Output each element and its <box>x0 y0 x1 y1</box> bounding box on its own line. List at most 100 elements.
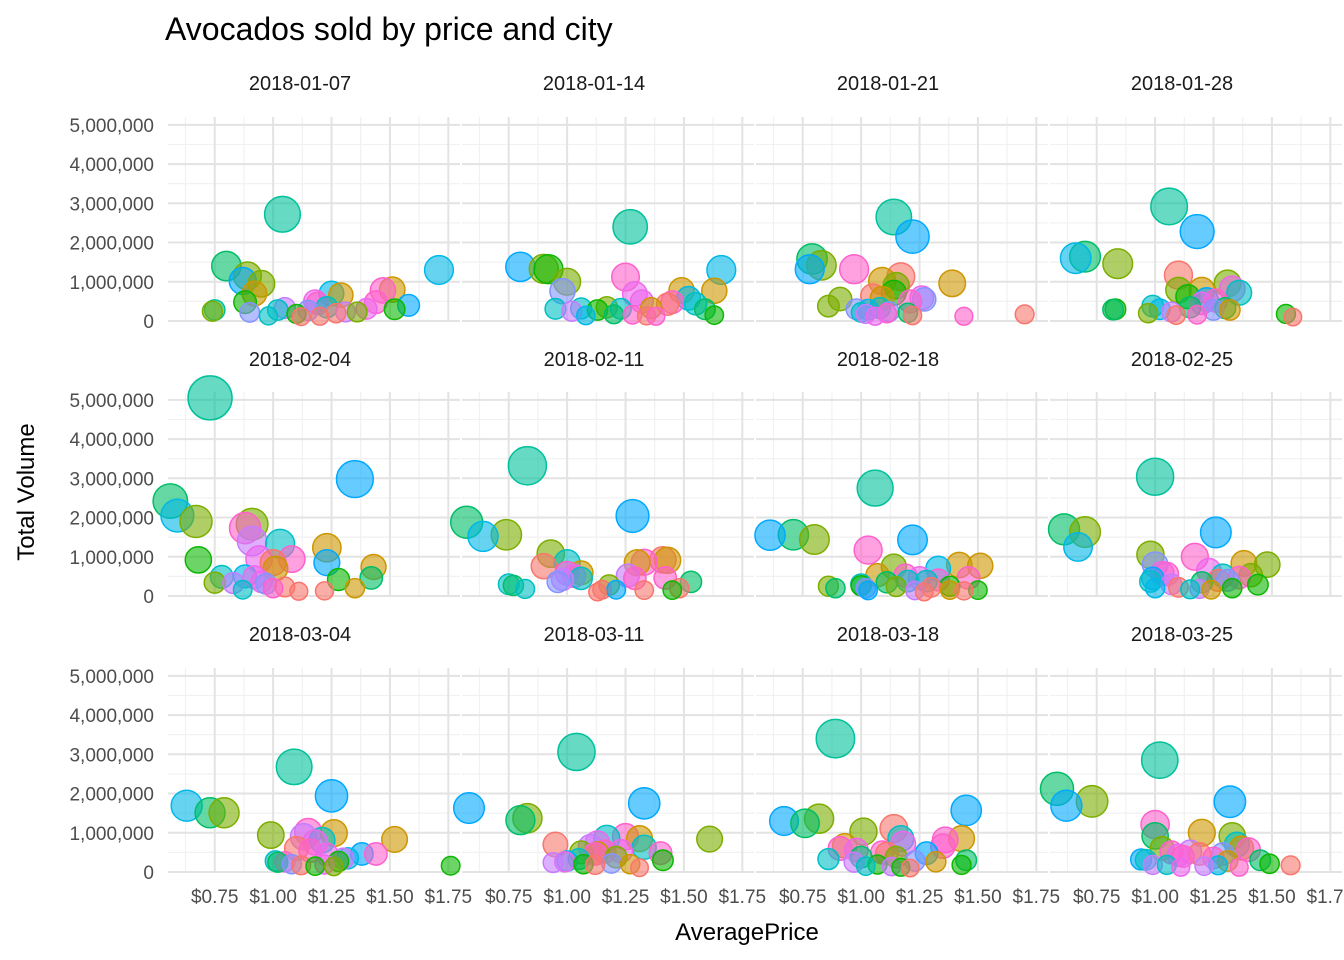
y-tick-label: 0 <box>143 587 154 608</box>
y-tick-label: 2,000,000 <box>69 509 154 530</box>
facet-label: 2018-03-11 <box>544 624 645 646</box>
y-tick-label: 4,000,000 <box>69 706 154 727</box>
data-point <box>615 498 650 534</box>
x-tick-label: $1.75 <box>1013 887 1061 908</box>
data-point <box>423 254 455 286</box>
x-axis-title: AveragePrice <box>675 919 819 946</box>
data-point <box>627 786 661 820</box>
data-point <box>232 579 253 600</box>
data-point <box>507 445 548 486</box>
data-point <box>179 504 213 539</box>
data-point <box>938 269 967 298</box>
data-point <box>588 582 607 602</box>
data-point <box>646 306 666 326</box>
facet-panel: 2018-01-07 0 1,000,000 2,000,000 3,000,000 4,… <box>69 73 460 333</box>
data-point <box>335 459 375 499</box>
y-tick-label: 4,000,000 <box>69 155 154 176</box>
facet-panel: 2018-03-04 0 1,000,000 2,000,000 3,000,000 4,… <box>69 624 472 908</box>
data-point <box>505 805 536 836</box>
data-point <box>1150 187 1189 226</box>
data-point <box>1063 532 1093 562</box>
data-point <box>895 219 930 255</box>
data-point <box>1259 853 1280 875</box>
data-point <box>1218 299 1241 321</box>
data-point <box>1246 573 1269 596</box>
data-point <box>1102 248 1134 280</box>
data-point <box>1135 457 1175 497</box>
data-point <box>897 524 929 556</box>
data-point <box>187 375 233 421</box>
facet-panel: 2018-01-28 <box>1050 73 1342 327</box>
x-tick-label: $1.00 <box>837 887 885 908</box>
data-point <box>1280 855 1301 876</box>
data-point <box>754 519 786 552</box>
facet-panel: 2018-03-11 $0.75 $1.00 $1.25 $1.50 $1.75 <box>452 624 767 908</box>
data-point <box>825 577 846 599</box>
data-point <box>314 581 335 601</box>
x-tick-label: $1.00 <box>543 887 591 908</box>
data-point <box>696 825 724 853</box>
data-point <box>838 254 870 285</box>
facet-label: 2018-03-25 <box>1131 624 1233 646</box>
data-point <box>256 821 285 850</box>
facet-label: 2018-01-21 <box>837 73 939 95</box>
data-point <box>542 851 564 874</box>
facet-label: 2018-02-25 <box>1131 349 1233 371</box>
data-point <box>1014 304 1035 325</box>
data-point <box>1140 741 1179 780</box>
data-point <box>704 305 725 326</box>
data-point <box>201 300 224 322</box>
y-tick-label: 4,000,000 <box>69 430 154 451</box>
y-tick-label: 5,000,000 <box>69 116 154 137</box>
data-point <box>344 577 366 599</box>
data-point <box>1199 516 1232 549</box>
data-point <box>853 535 883 565</box>
data-point <box>275 748 313 786</box>
data-point <box>575 305 596 326</box>
data-point <box>951 854 972 876</box>
data-point <box>914 582 934 602</box>
data-point <box>651 849 674 872</box>
data-point <box>1179 213 1215 250</box>
data-point <box>900 858 920 878</box>
data-point <box>452 791 486 825</box>
data-point <box>858 580 878 601</box>
data-point <box>700 277 728 305</box>
y-tick-label: 5,000,000 <box>69 667 154 688</box>
data-point <box>363 842 388 866</box>
x-tick-label: $1.25 <box>602 887 650 908</box>
data-point <box>546 570 570 594</box>
data-point <box>258 306 279 326</box>
x-tick-label: $1.25 <box>308 887 356 908</box>
data-point <box>815 718 856 759</box>
data-point <box>530 552 558 580</box>
data-point <box>310 306 330 326</box>
facet-label: 2018-02-11 <box>544 349 645 371</box>
y-tick-label: 0 <box>143 863 154 884</box>
data-point <box>1221 577 1243 599</box>
data-point <box>1229 857 1249 877</box>
data-point <box>902 305 923 326</box>
data-point <box>1194 856 1215 877</box>
x-tick-label: $1.75 <box>719 887 767 908</box>
x-tick-label: $1.25 <box>896 887 944 908</box>
data-point <box>239 301 261 323</box>
x-tick-label: $1.00 <box>1131 887 1179 908</box>
data-point <box>1144 577 1166 599</box>
y-tick-label: 3,000,000 <box>69 469 154 490</box>
data-point <box>208 797 240 829</box>
data-point <box>289 581 309 601</box>
y-tick-label: 2,000,000 <box>69 785 154 806</box>
y-tick-label: 2,000,000 <box>69 234 154 255</box>
data-point <box>1166 305 1187 326</box>
data-point <box>359 566 384 590</box>
facet-label: 2018-02-18 <box>837 349 939 371</box>
facet-panel: 2018-03-25 $0.75 $1.00 $1.25 $1.50 $1.75 <box>1039 624 1344 908</box>
facet-panel: 2018-03-18 $0.75 $1.00 $1.25 $1.50 $1.75 <box>756 624 1060 908</box>
facet-label: 2018-03-04 <box>249 624 351 646</box>
facet-panel: 2018-02-25 <box>1047 349 1342 600</box>
data-point <box>816 294 840 318</box>
facet-label: 2018-01-07 <box>249 73 351 95</box>
data-point <box>603 304 624 325</box>
